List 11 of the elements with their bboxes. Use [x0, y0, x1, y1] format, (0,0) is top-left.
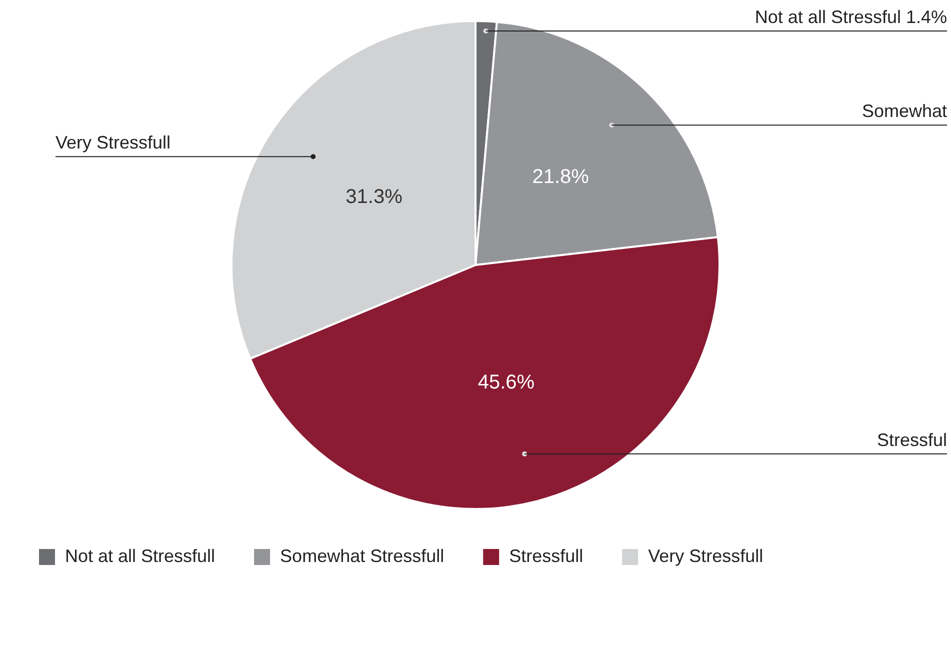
legend-label: Somewhat Stressfull [280, 546, 444, 566]
legend-label: Not at all Stressfull [65, 546, 216, 566]
data-label: 31.3% [346, 186, 403, 208]
text: Very Stressfull [56, 132, 171, 153]
text: Somewhat [862, 101, 947, 122]
text: Not at all Stressful 1.4% [754, 6, 947, 27]
data-label: 45.6% [478, 372, 535, 394]
data-label: 21.8% [532, 166, 590, 188]
legend-label: Stressfull [509, 546, 584, 566]
text: Stressful [876, 430, 947, 450]
legend-label: Very Stressfull [648, 546, 764, 566]
